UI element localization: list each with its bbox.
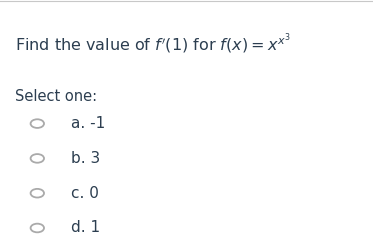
Text: Select one:: Select one:	[15, 89, 97, 104]
Text: b. 3: b. 3	[71, 151, 100, 166]
Text: c. 0: c. 0	[71, 186, 99, 201]
Text: d. 1: d. 1	[71, 221, 100, 235]
Text: a. -1: a. -1	[71, 116, 105, 131]
Text: Find the value of $f'(1)$ for $f(x) = x^{x^3}$: Find the value of $f'(1)$ for $f(x) = x^…	[15, 31, 291, 56]
